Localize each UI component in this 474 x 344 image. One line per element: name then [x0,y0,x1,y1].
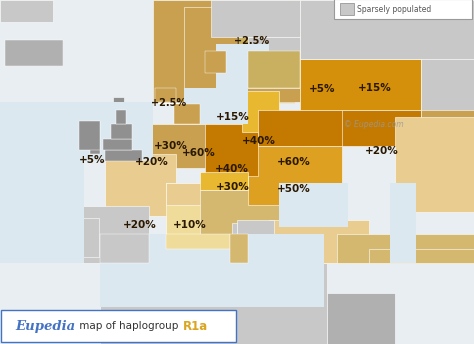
Polygon shape [216,44,269,88]
Polygon shape [100,234,324,308]
Polygon shape [101,150,122,161]
Text: +5%: +5% [79,155,106,165]
Polygon shape [82,218,99,257]
Polygon shape [166,183,229,249]
Polygon shape [258,110,342,147]
Text: +60%: +60% [277,157,311,167]
Polygon shape [247,36,300,51]
FancyBboxPatch shape [340,3,354,15]
Polygon shape [100,264,327,344]
Polygon shape [300,110,421,147]
Polygon shape [5,40,63,66]
Polygon shape [300,58,421,110]
Text: +15%: +15% [215,112,249,122]
Polygon shape [113,97,124,114]
Text: R1a: R1a [183,320,208,333]
Text: +15%: +15% [357,83,392,93]
Polygon shape [200,172,247,190]
Polygon shape [421,51,474,197]
Polygon shape [155,95,174,103]
Polygon shape [155,88,176,103]
Polygon shape [110,125,132,139]
Text: +30%: +30% [154,141,188,151]
Text: +10%: +10% [173,220,207,230]
Polygon shape [205,51,227,73]
Polygon shape [369,249,474,264]
Polygon shape [147,125,216,168]
Polygon shape [237,219,274,264]
Text: +40%: +40% [241,136,275,146]
Text: © Eupedia.com: © Eupedia.com [344,120,404,129]
Polygon shape [0,161,84,264]
Text: +20%: +20% [123,220,157,230]
Polygon shape [100,234,149,264]
Polygon shape [155,7,279,103]
Polygon shape [105,114,118,125]
Polygon shape [0,0,53,22]
Polygon shape [242,92,279,132]
Polygon shape [174,104,200,125]
Polygon shape [237,15,300,88]
FancyBboxPatch shape [334,0,472,19]
Polygon shape [210,0,300,36]
Text: +2.5%: +2.5% [151,98,186,108]
Polygon shape [327,293,395,344]
Polygon shape [155,6,295,103]
Text: map of haplogroup: map of haplogroup [76,321,182,331]
Text: +40%: +40% [215,163,249,174]
Text: +5%: +5% [309,84,336,95]
Polygon shape [105,234,121,256]
Polygon shape [205,125,258,176]
Polygon shape [395,117,474,212]
Polygon shape [229,234,247,264]
Polygon shape [247,51,300,88]
Polygon shape [5,40,63,66]
Polygon shape [337,234,474,264]
Polygon shape [421,58,474,110]
Polygon shape [101,136,133,150]
Polygon shape [90,121,100,154]
Text: +30%: +30% [215,182,249,193]
Polygon shape [79,121,100,150]
Polygon shape [184,88,247,125]
Polygon shape [116,110,127,125]
Polygon shape [105,154,176,216]
Polygon shape [300,0,474,58]
Polygon shape [166,234,229,249]
Text: +50%: +50% [277,184,311,194]
Text: +2.5%: +2.5% [234,36,269,46]
Polygon shape [76,121,100,150]
Polygon shape [200,190,290,234]
Polygon shape [103,125,121,136]
Polygon shape [390,183,416,264]
Text: Sparsely populated: Sparsely populated [357,5,432,14]
Polygon shape [174,104,200,125]
Text: +20%: +20% [365,146,399,157]
Polygon shape [247,147,342,205]
Polygon shape [0,103,153,161]
Polygon shape [82,206,149,264]
Polygon shape [153,0,300,103]
Polygon shape [232,223,237,256]
Polygon shape [105,150,142,161]
Polygon shape [103,139,132,150]
FancyBboxPatch shape [1,310,236,342]
Polygon shape [166,183,205,205]
Polygon shape [269,219,369,264]
Text: Eupedia: Eupedia [16,320,76,333]
Text: +60%: +60% [182,148,216,158]
Text: +20%: +20% [135,157,169,167]
Polygon shape [279,183,347,227]
